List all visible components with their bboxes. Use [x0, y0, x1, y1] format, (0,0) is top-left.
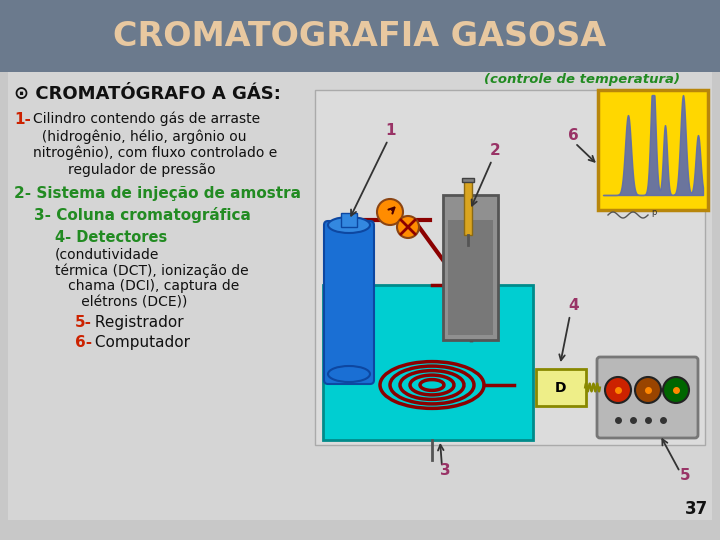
Bar: [323, 285, 533, 440]
Text: 6: 6: [568, 128, 579, 143]
Text: 6-: 6-: [75, 335, 92, 350]
FancyBboxPatch shape: [324, 221, 374, 384]
Text: 5-: 5-: [75, 315, 92, 330]
Text: 2: 2: [490, 143, 500, 158]
FancyBboxPatch shape: [536, 369, 586, 406]
Circle shape: [635, 377, 661, 403]
Text: 3- Coluna cromatográfica: 3- Coluna cromatográfica: [34, 207, 251, 223]
Text: 4: 4: [568, 298, 579, 313]
Bar: [598, 90, 708, 210]
Text: (condutividade: (condutividade: [55, 247, 159, 261]
Text: ⊙ CROMATÓGRAFO A GÁS:: ⊙ CROMATÓGRAFO A GÁS:: [14, 85, 281, 103]
Bar: [443, 195, 498, 340]
Text: p: p: [651, 208, 657, 217]
Text: térmica (DCT), ionização de: térmica (DCT), ionização de: [55, 263, 248, 278]
Text: 1-: 1-: [14, 112, 31, 127]
Text: 37: 37: [685, 500, 708, 518]
Bar: [464, 180, 472, 235]
Text: 1: 1: [385, 123, 395, 138]
Text: 2- Sistema de injeção de amostra: 2- Sistema de injeção de amostra: [14, 186, 301, 201]
Bar: [0, 0, 720, 72]
Bar: [8, 72, 712, 520]
Ellipse shape: [328, 217, 370, 233]
Circle shape: [605, 377, 631, 403]
Text: 5: 5: [680, 468, 690, 483]
Bar: [315, 90, 705, 445]
Text: elétrons (DCE)): elétrons (DCE)): [55, 295, 187, 309]
Text: 3: 3: [440, 463, 451, 478]
Text: regulador de pressão: regulador de pressão: [33, 163, 215, 177]
Text: 4- Detectores: 4- Detectores: [55, 230, 172, 245]
Text: (controle de temperatura): (controle de temperatura): [484, 73, 680, 86]
Bar: [341, 213, 357, 227]
Text: D: D: [555, 381, 567, 395]
Text: CROMATOGRAFIA GASOSA: CROMATOGRAFIA GASOSA: [114, 19, 606, 52]
FancyBboxPatch shape: [597, 357, 698, 438]
Circle shape: [663, 377, 689, 403]
Text: nitrogênio), com fluxo controlado e: nitrogênio), com fluxo controlado e: [33, 146, 277, 160]
Bar: [448, 220, 493, 335]
Text: chama (DCI), captura de: chama (DCI), captura de: [55, 279, 239, 293]
Ellipse shape: [328, 366, 370, 382]
Bar: [462, 178, 474, 182]
Circle shape: [397, 216, 419, 238]
Text: (hidrogênio, hélio, argônio ou: (hidrogênio, hélio, argônio ou: [33, 129, 246, 144]
Text: Computador: Computador: [90, 335, 190, 350]
Circle shape: [377, 199, 403, 225]
Text: Cilindro contendo gás de arraste: Cilindro contendo gás de arraste: [33, 112, 260, 126]
Text: Registrador: Registrador: [90, 315, 184, 330]
